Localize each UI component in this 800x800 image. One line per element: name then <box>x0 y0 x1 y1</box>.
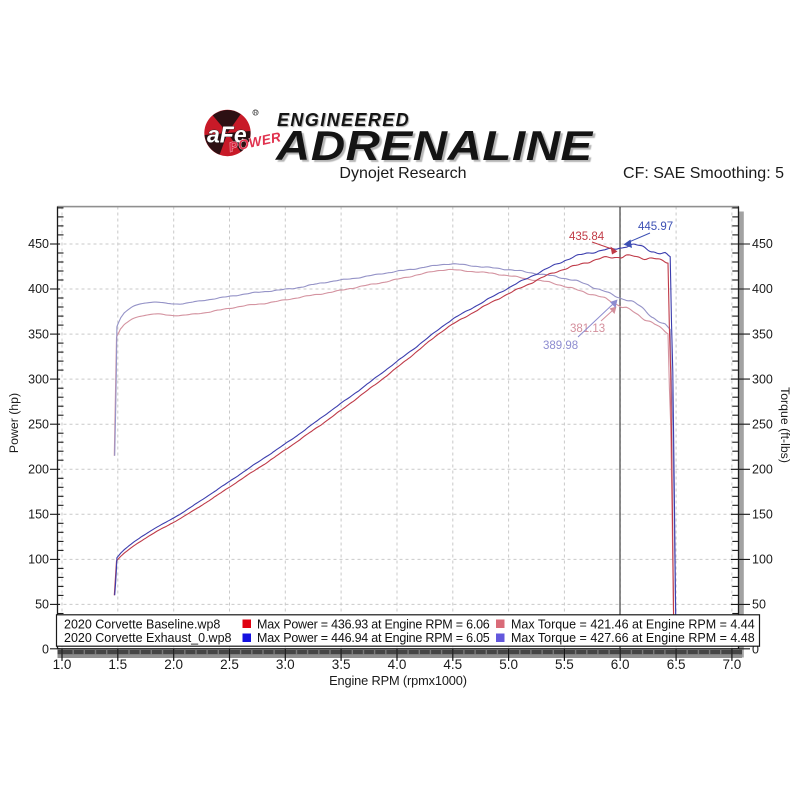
svg-text:Max Power = 436.93 at Engine R: Max Power = 436.93 at Engine RPM = 6.06 <box>257 617 490 631</box>
svg-text:4.5: 4.5 <box>443 657 462 672</box>
svg-text:5.0: 5.0 <box>499 657 518 672</box>
svg-text:1.5: 1.5 <box>108 657 127 672</box>
svg-text:Engine RPM (rpmx1000): Engine RPM (rpmx1000) <box>329 673 467 688</box>
svg-text:100: 100 <box>752 553 773 567</box>
svg-text:3.5: 3.5 <box>332 657 351 672</box>
svg-text:389.98: 389.98 <box>543 340 578 352</box>
svg-text:435.84: 435.84 <box>569 231 605 243</box>
svg-text:100: 100 <box>28 553 49 567</box>
svg-text:350: 350 <box>28 327 49 341</box>
svg-text:Max Torque = 421.46 at Engine: Max Torque = 421.46 at Engine RPM = 4.44 <box>511 617 755 631</box>
svg-text:381.13: 381.13 <box>570 323 605 335</box>
svg-text:5.5: 5.5 <box>555 657 574 672</box>
svg-text:200: 200 <box>752 463 773 477</box>
svg-text:2020 Corvette Baseline.wp8: 2020 Corvette Baseline.wp8 <box>64 617 220 631</box>
svg-text:0: 0 <box>42 643 49 657</box>
svg-text:400: 400 <box>752 282 773 296</box>
svg-text:150: 150 <box>28 508 49 522</box>
svg-text:aFe: aFe <box>207 122 247 148</box>
svg-text:Max Torque = 427.66 at Engine: Max Torque = 427.66 at Engine RPM = 4.48 <box>511 631 755 645</box>
svg-text:50: 50 <box>35 598 49 612</box>
svg-text:7.0: 7.0 <box>723 657 742 672</box>
svg-text:2020 Corvette Exhaust_0.wp8: 2020 Corvette Exhaust_0.wp8 <box>64 631 232 645</box>
svg-text:2.5: 2.5 <box>220 657 239 672</box>
svg-text:445.97: 445.97 <box>638 221 673 233</box>
svg-text:Torque (ft-lbs): Torque (ft-lbs) <box>778 387 792 463</box>
svg-text:R: R <box>254 111 258 117</box>
svg-text:300: 300 <box>752 372 773 386</box>
svg-text:350: 350 <box>752 327 773 341</box>
svg-text:400: 400 <box>28 282 49 296</box>
svg-text:300: 300 <box>28 372 49 386</box>
svg-text:450: 450 <box>28 237 49 251</box>
svg-text:4.0: 4.0 <box>388 657 407 672</box>
svg-text:50: 50 <box>752 598 766 612</box>
svg-text:Max Power = 446.94 at Engine R: Max Power = 446.94 at Engine RPM = 6.05 <box>257 631 490 645</box>
svg-text:250: 250 <box>752 417 773 431</box>
svg-text:250: 250 <box>28 417 49 431</box>
svg-text:0: 0 <box>752 643 759 657</box>
svg-text:6.0: 6.0 <box>611 657 630 672</box>
svg-text:450: 450 <box>752 237 773 251</box>
svg-text:Power (hp): Power (hp) <box>7 393 21 453</box>
svg-text:1.0: 1.0 <box>53 657 72 672</box>
svg-text:150: 150 <box>752 508 773 522</box>
svg-text:3.0: 3.0 <box>276 657 295 672</box>
svg-text:200: 200 <box>28 463 49 477</box>
svg-text:2.0: 2.0 <box>164 657 183 672</box>
svg-text:6.5: 6.5 <box>667 657 686 672</box>
